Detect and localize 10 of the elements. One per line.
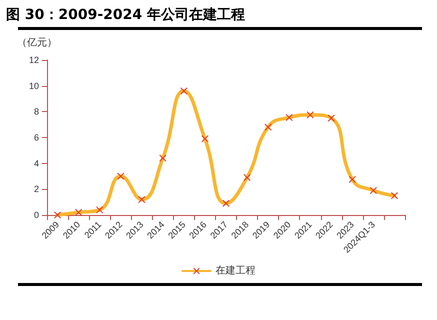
y-tick-label: 0: [34, 210, 39, 220]
y-axis-title: （亿元）: [17, 38, 57, 48]
y-tick-label: 12: [28, 55, 39, 65]
y-tick-label: 8: [34, 106, 39, 117]
y-tick-label: 6: [34, 132, 39, 142]
legend-label: 在建工程: [216, 264, 256, 276]
y-tick-label: 2: [34, 184, 39, 194]
chart-title: 图 30：2009-2024 年公司在建工程: [6, 6, 245, 24]
y-tick-label: 10: [28, 80, 39, 91]
y-tick-label: 4: [34, 158, 39, 168]
